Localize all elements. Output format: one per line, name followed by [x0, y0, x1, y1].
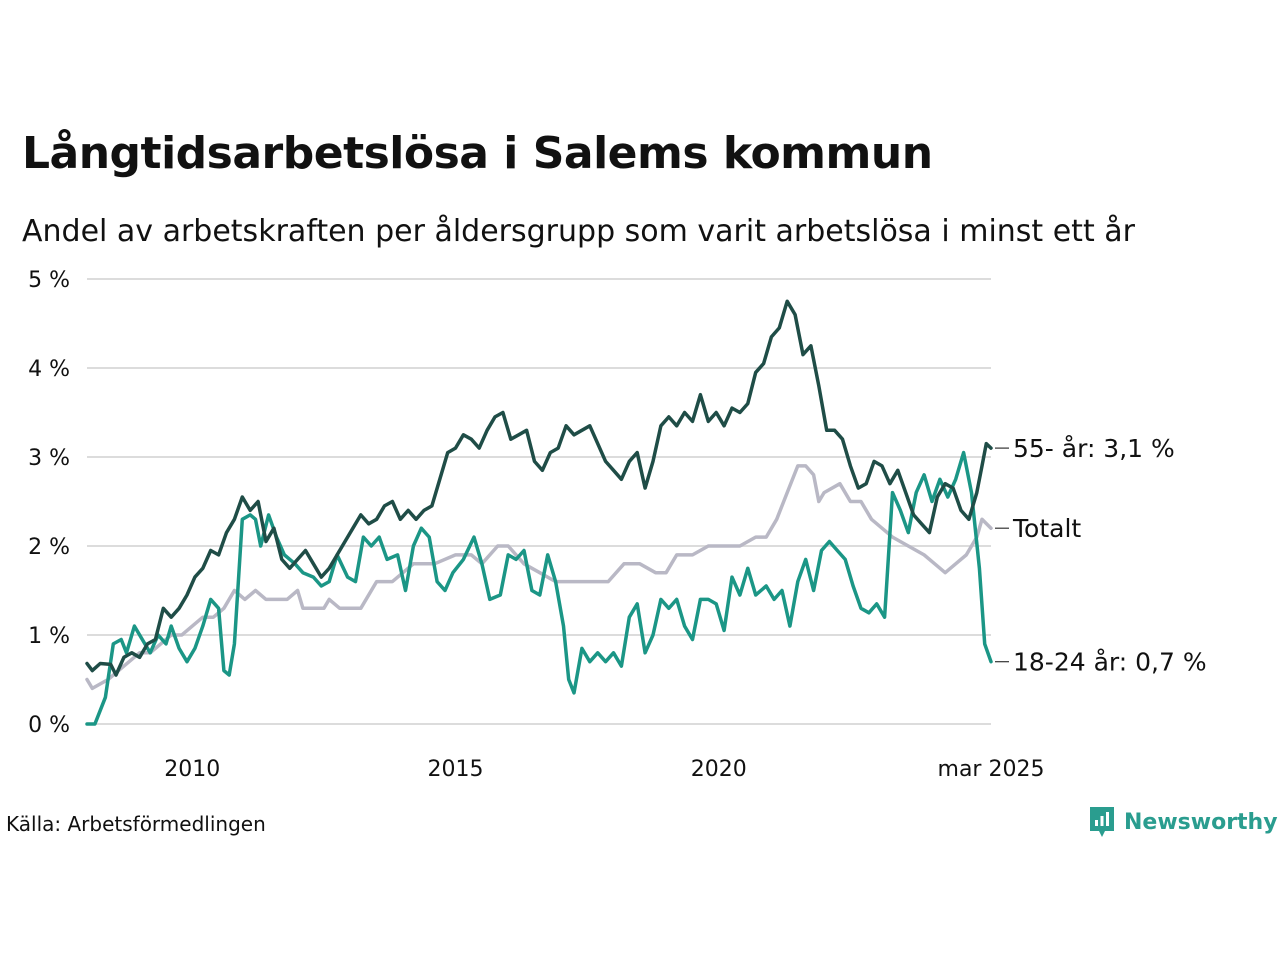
- x-tick-label: 2015: [428, 757, 484, 782]
- newsworthy-logo-icon: [1090, 807, 1114, 837]
- line-chart: 0 %1 %2 %3 %4 %5 % 2010 2015 2020 mar 2025 …: [28, 268, 1207, 782]
- y-tick-label: 2 %: [28, 535, 70, 560]
- series-line-2: [85, 299, 993, 677]
- series-end-labels: 55- år: 3,1 % Totalt 18-24 år: 0,7 %: [995, 434, 1207, 677]
- series-end-label: 18-24 år: 0,7 %: [1013, 648, 1207, 677]
- series-end-label: Totalt: [1012, 514, 1081, 543]
- series-line-0: [85, 464, 993, 691]
- series-end-label: 55- år: 3,1 %: [1013, 434, 1175, 463]
- series-lines: [85, 299, 993, 726]
- x-tick-label: 2010: [164, 757, 220, 782]
- x-tick-label: 2020: [691, 757, 747, 782]
- y-tick-label: 0 %: [28, 713, 70, 738]
- y-axis: 0 % 1 % 2 % 3 % 4 % 5 %: [28, 268, 70, 738]
- chart-subtitle: Andel av arbetskraften per åldersgrupp s…: [22, 214, 1135, 249]
- y-tick-label: 3 %: [28, 446, 70, 471]
- gridlines: [87, 278, 991, 725]
- brand-logo: Newsworthy: [1088, 804, 1278, 840]
- source-note: Källa: Arbetsförmedlingen: [6, 812, 266, 836]
- y-tick-label: 5 %: [28, 268, 70, 293]
- x-tick-label: mar 2025: [938, 757, 1045, 782]
- chart-title: Långtidsarbetslösa i Salems kommun: [22, 128, 933, 179]
- series-line-1: [85, 450, 993, 726]
- x-axis: 2010 2015 2020 mar 2025: [164, 757, 1044, 782]
- y-tick-label: 1 %: [28, 624, 70, 649]
- brand-name: Newsworthy: [1124, 809, 1278, 835]
- y-tick-label: 4 %: [28, 357, 70, 382]
